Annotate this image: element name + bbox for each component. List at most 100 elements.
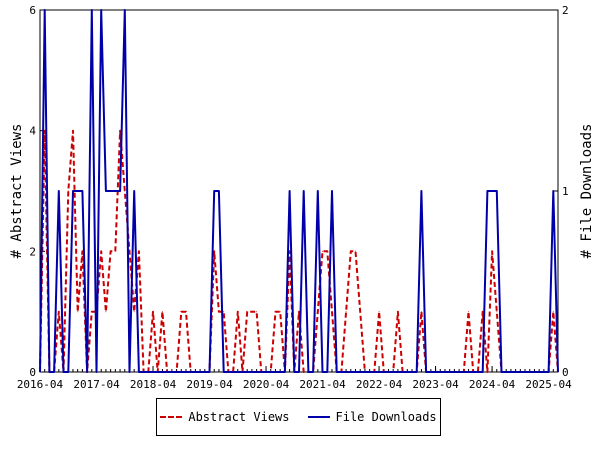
data-point-file-downloads	[486, 190, 488, 192]
data-point-file-downloads	[67, 371, 69, 373]
x-tick-label: 2017-04	[73, 378, 120, 391]
data-point-abstract-views	[491, 250, 493, 252]
data-point-file-downloads	[166, 371, 168, 373]
data-point-file-downloads	[199, 371, 201, 373]
data-point-file-downloads	[270, 371, 272, 373]
data-point-file-downloads	[105, 190, 107, 192]
data-point-abstract-views	[67, 190, 69, 192]
data-point-file-downloads	[472, 371, 474, 373]
data-point-abstract-views	[246, 311, 248, 313]
data-point-abstract-views	[81, 250, 83, 252]
data-point-abstract-views	[124, 190, 126, 192]
data-point-abstract-views	[289, 250, 291, 252]
data-point-file-downloads	[312, 371, 314, 373]
legend-label-abstract-views: Abstract Views	[188, 410, 290, 424]
data-point-file-downloads	[209, 371, 210, 373]
data-point-file-downloads	[63, 371, 64, 373]
data-point-abstract-views	[213, 250, 215, 252]
data-point-abstract-views	[114, 250, 116, 252]
data-point-file-downloads	[397, 371, 399, 373]
data-point-file-downloads	[534, 371, 535, 373]
data-point-file-downloads	[406, 371, 408, 373]
data-point-file-downloads	[501, 371, 502, 373]
data-point-file-downloads	[110, 190, 112, 192]
data-point-file-downloads	[359, 371, 361, 373]
data-point-abstract-views	[486, 371, 488, 373]
y-left-tick-label: 6	[29, 4, 36, 17]
x-tick-label: 2023-04	[412, 378, 459, 391]
data-point-file-downloads	[81, 190, 83, 192]
data-point-file-downloads	[86, 371, 88, 373]
y-left-tick-label: 2	[29, 245, 36, 258]
data-point-file-downloads	[194, 371, 196, 373]
x-tick-label: 2019-04	[186, 378, 233, 391]
legend-item-file-downloads: File Downloads	[307, 410, 437, 424]
data-point-file-downloads	[350, 371, 352, 373]
data-point-file-downloads	[161, 371, 163, 373]
data-point-abstract-views	[152, 311, 154, 313]
data-point-abstract-views	[105, 311, 107, 313]
y-right-tick-label: 2	[562, 4, 569, 17]
data-point-file-downloads	[223, 371, 225, 373]
data-point-file-downloads	[430, 371, 432, 373]
legend-swatch-solid-blue	[307, 416, 330, 418]
legend-swatch-dashed-red	[160, 416, 183, 418]
data-point-file-downloads	[237, 371, 239, 373]
data-point-file-downloads	[246, 371, 248, 373]
data-point-abstract-views	[256, 311, 258, 313]
data-point-file-downloads	[157, 371, 159, 373]
data-point-file-downloads	[279, 371, 281, 373]
data-point-abstract-views	[100, 250, 102, 252]
data-point-abstract-views	[496, 311, 498, 313]
data-point-file-downloads	[519, 371, 521, 373]
data-point-file-downloads	[204, 371, 206, 373]
data-point-abstract-views	[482, 311, 484, 313]
data-point-file-downloads	[303, 190, 305, 192]
data-point-file-downloads	[496, 190, 498, 192]
data-point-file-downloads	[524, 371, 526, 373]
data-point-file-downloads	[124, 9, 126, 11]
data-point-abstract-views	[355, 250, 356, 252]
data-point-file-downloads	[293, 371, 295, 373]
data-point-file-downloads	[317, 190, 319, 192]
data-point-file-downloads	[543, 371, 545, 373]
data-point-file-downloads	[416, 371, 418, 373]
data-point-file-downloads	[383, 371, 385, 373]
data-point-file-downloads	[190, 371, 192, 373]
y-right-axis-label: # File Downloads	[579, 124, 595, 259]
data-point-file-downloads	[425, 371, 427, 373]
data-point-file-downloads	[133, 190, 135, 192]
data-point-file-downloads	[557, 371, 559, 373]
x-tick-label: 2021-04	[299, 378, 346, 391]
data-point-file-downloads	[143, 371, 145, 373]
data-point-file-downloads	[538, 371, 540, 373]
data-point-abstract-views	[129, 250, 130, 252]
data-point-file-downloads	[453, 371, 455, 373]
data-point-abstract-views	[185, 311, 187, 313]
data-point-file-downloads	[298, 371, 300, 373]
data-point-file-downloads	[477, 371, 479, 373]
data-point-file-downloads	[402, 371, 404, 373]
y-left-tick-label: 0	[29, 366, 36, 379]
data-point-file-downloads	[439, 371, 441, 373]
data-point-file-downloads	[491, 190, 493, 192]
data-point-file-downloads	[152, 371, 154, 373]
data-point-file-downloads	[411, 371, 413, 373]
data-point-file-downloads	[77, 190, 79, 192]
data-point-file-downloads	[552, 190, 554, 192]
y-left-tick-label: 4	[29, 125, 36, 138]
data-point-file-downloads	[72, 190, 74, 192]
data-point-file-downloads	[458, 371, 460, 373]
data-point-file-downloads	[482, 371, 484, 373]
data-point-abstract-views	[317, 311, 319, 313]
data-point-file-downloads	[96, 371, 97, 373]
data-point-abstract-views	[161, 311, 163, 313]
data-point-abstract-views	[218, 311, 220, 313]
data-point-abstract-views	[378, 311, 380, 313]
data-point-file-downloads	[232, 371, 234, 373]
data-point-file-downloads	[251, 371, 253, 373]
data-point-abstract-views	[345, 311, 347, 313]
data-point-file-downloads	[53, 371, 55, 373]
